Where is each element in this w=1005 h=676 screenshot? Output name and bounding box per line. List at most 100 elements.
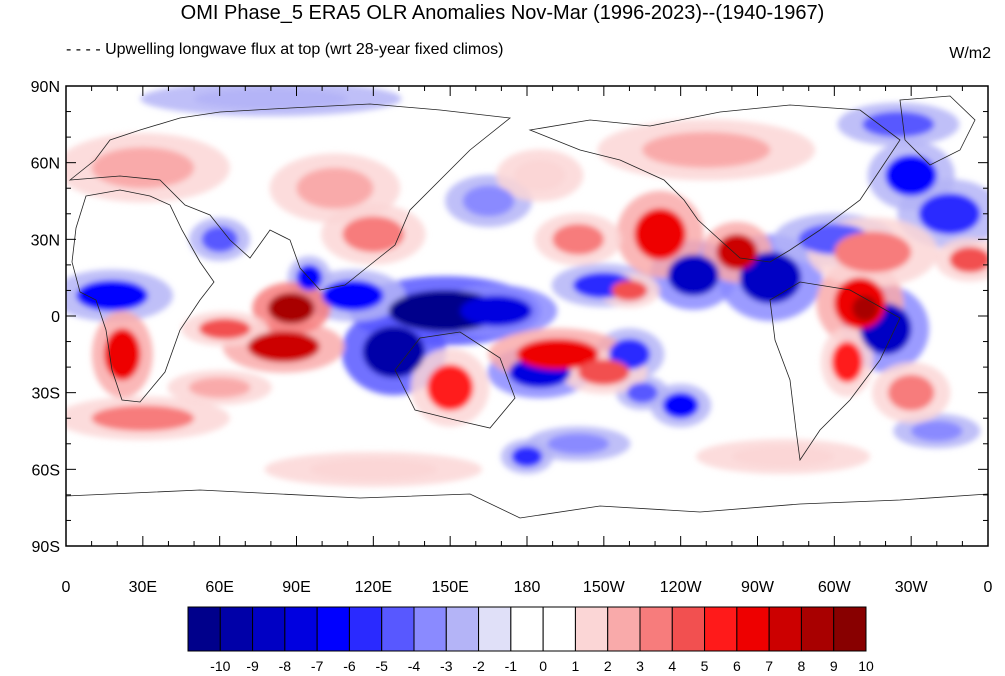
colorbar-labels: -10 -9 -8 -7 -6 -5 -4 -3 -2 -1 0 1 2 3 4 5 6 7 8 9 10 — [210, 658, 874, 674]
colorbar-label: 1 — [572, 658, 580, 674]
colorbar-swatch — [671, 606, 706, 652]
anomaly-core — [363, 326, 425, 378]
anomaly-core — [611, 280, 648, 301]
anomaly-core — [514, 160, 566, 191]
colorbar-swatch — [348, 606, 383, 652]
anomaly-core — [194, 88, 348, 109]
colorbar-swatch — [542, 606, 576, 652]
colorbar-label: -7 — [311, 658, 324, 674]
anomaly-core — [516, 339, 599, 370]
lat-tick-label: 30N — [31, 232, 60, 249]
anomaly-core — [322, 280, 384, 311]
anomaly-core — [188, 377, 251, 398]
anomaly-core — [91, 405, 195, 431]
lat-tick-label: 0 — [51, 309, 60, 326]
lon-tick-label: 150W — [583, 579, 626, 596]
coastline-eurasia — [68, 103, 512, 291]
colorbar-label: 2 — [604, 658, 612, 674]
colorbar-label: -1 — [505, 658, 518, 674]
anomaly-core — [296, 167, 374, 209]
colorbar-swatch — [284, 606, 318, 652]
anomaly-core — [642, 132, 771, 168]
colorbar-swatch — [768, 606, 802, 652]
anomaly-field — [66, 86, 988, 487]
lat-tick-label: 30S — [32, 386, 60, 403]
colorbar-swatch — [219, 606, 254, 652]
colorbar-label: 4 — [668, 658, 676, 674]
anomaly-core — [91, 147, 195, 189]
units-label: W/m2 — [949, 45, 991, 62]
anomaly-core — [885, 155, 937, 196]
colorbar-label: 10 — [858, 658, 874, 674]
anomaly-core — [918, 193, 981, 235]
lon-tick-label: 60E — [205, 579, 233, 596]
anomaly-core — [731, 446, 835, 467]
lat-tick-label: 90N — [31, 79, 60, 96]
colorbar-label: -10 — [210, 658, 230, 674]
anomaly-core — [342, 216, 405, 253]
colorbar-swatch — [704, 606, 738, 652]
colorbar-label: 0 — [539, 658, 547, 674]
colorbar-label: -3 — [440, 658, 453, 674]
colorbar-label: -5 — [375, 658, 388, 674]
colorbar-label: 7 — [765, 658, 773, 674]
colorbar-swatch — [187, 606, 221, 652]
anomaly-core — [662, 392, 699, 419]
map-subtitle: - - - - Upwelling longwave flux at top (… — [66, 41, 504, 58]
anomaly-core — [460, 295, 533, 327]
anomaly-core — [462, 185, 515, 217]
anomaly-core — [547, 433, 609, 454]
anomaly-core — [834, 231, 912, 273]
anomaly-core — [309, 459, 438, 480]
colorbar-swatch — [316, 606, 350, 652]
anomaly-core — [716, 234, 758, 270]
anomaly-core — [199, 318, 251, 339]
lat-tick-label: 90S — [32, 539, 60, 556]
anomaly-core — [427, 364, 474, 411]
anomaly-core — [626, 382, 658, 403]
anomaly-core — [911, 420, 963, 442]
map-title: OMI Phase_5 ERA5 OLR Anomalies Nov-Mar (… — [180, 2, 825, 24]
colorbar-label: -4 — [408, 658, 421, 674]
anomaly-core — [608, 339, 650, 370]
anomaly-core — [247, 331, 320, 362]
colorbar-label: 8 — [798, 658, 806, 674]
lat-tick-label: 60S — [32, 462, 60, 479]
anomaly-core — [831, 341, 863, 383]
anomaly-core — [949, 247, 988, 273]
axis-ticks — [65, 85, 989, 547]
lon-tick-label: 30W — [895, 579, 929, 596]
lon-tick-label: 90W — [741, 579, 775, 596]
colorbar-label: 3 — [636, 658, 644, 674]
colorbar-swatch — [639, 606, 673, 652]
colorbar-label: -9 — [246, 658, 259, 674]
lon-tick-label: 30E — [129, 579, 157, 596]
colorbar-swatch — [607, 606, 641, 652]
lon-tick-label: 120E — [355, 579, 392, 596]
coastline-antarctica — [66, 489, 988, 519]
lon-tick-label: 0 — [984, 579, 993, 596]
anomaly-core — [667, 254, 720, 296]
coastline-greenland — [899, 95, 976, 166]
anomaly-core — [888, 374, 935, 411]
colorbar-swatch — [833, 606, 867, 652]
lon-tick-label: 180 — [514, 579, 541, 596]
anomaly-core — [552, 224, 604, 255]
anomaly-core — [578, 359, 630, 385]
coastline-australia — [394, 331, 516, 429]
coastline-north-america — [528, 104, 901, 263]
colorbar-swatch — [800, 606, 835, 652]
colorbar-label: 6 — [733, 658, 741, 674]
anomaly-core — [862, 111, 935, 138]
lon-tick-label: 120W — [660, 579, 703, 596]
colorbar-label: 5 — [701, 658, 709, 674]
lon-tick-label: 150E — [431, 579, 468, 596]
colorbar-label: -8 — [279, 658, 292, 674]
coastline-africa — [71, 189, 215, 403]
anomaly-core — [511, 446, 543, 467]
lon-tick-label: 90E — [282, 579, 310, 596]
colorbar-swatch — [478, 606, 512, 652]
anomaly-core — [76, 280, 148, 311]
colorbar-label: 9 — [830, 658, 838, 674]
